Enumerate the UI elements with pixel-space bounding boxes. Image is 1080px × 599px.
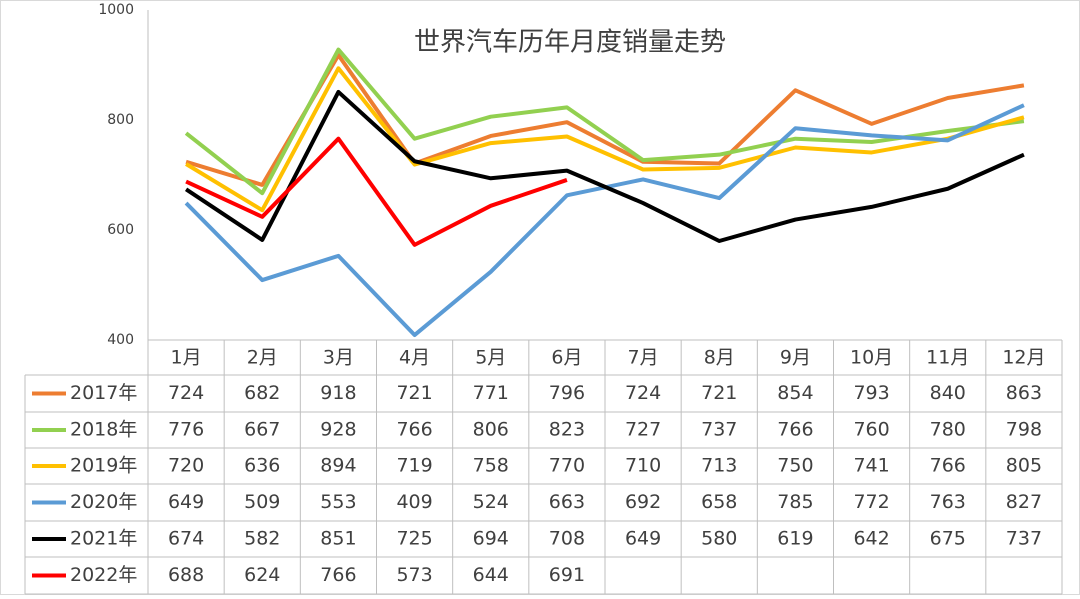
x-tick-label: 1月 xyxy=(171,347,202,369)
table-value: 694 xyxy=(473,528,509,550)
table-value: 692 xyxy=(625,491,661,513)
table-value: 737 xyxy=(701,419,737,441)
table-value: 675 xyxy=(930,528,966,550)
x-tick-label: 5月 xyxy=(475,347,506,369)
table-value: 796 xyxy=(549,382,585,404)
table-value: 851 xyxy=(320,528,356,550)
series-line xyxy=(185,136,568,247)
table-value: 720 xyxy=(168,455,204,477)
x-tick-label: 4月 xyxy=(399,347,430,369)
legend-label: 2021年 xyxy=(70,528,137,550)
table-value: 806 xyxy=(473,419,509,441)
y-tick-label: 800 xyxy=(107,112,134,128)
series-line xyxy=(185,66,1025,213)
table-value: 409 xyxy=(396,491,432,513)
x-tick-label: 11月 xyxy=(926,347,969,369)
table-value: 708 xyxy=(549,528,585,550)
table-value: 771 xyxy=(473,382,509,404)
table-value: 798 xyxy=(1006,419,1042,441)
table-value: 928 xyxy=(320,419,356,441)
table-value: 663 xyxy=(549,491,585,513)
legend-label: 2019年 xyxy=(70,455,137,477)
table-value: 827 xyxy=(1006,491,1042,513)
table-value: 649 xyxy=(625,528,661,550)
table-value: 785 xyxy=(777,491,813,513)
table-value: 710 xyxy=(625,455,661,477)
table-value: 573 xyxy=(396,564,432,586)
table-value: 674 xyxy=(168,528,204,550)
table-value: 658 xyxy=(701,491,737,513)
table-value: 741 xyxy=(853,455,889,477)
table-value: 691 xyxy=(549,564,585,586)
table-value: 863 xyxy=(1006,382,1042,404)
table-value: 894 xyxy=(320,455,356,477)
table-value: 619 xyxy=(777,528,813,550)
table-value: 721 xyxy=(396,382,432,404)
table-value: 688 xyxy=(168,564,204,586)
table-value: 772 xyxy=(853,491,889,513)
x-tick-label: 8月 xyxy=(704,347,735,369)
table-value: 725 xyxy=(396,528,432,550)
table-value: 793 xyxy=(853,382,889,404)
x-tick-label: 3月 xyxy=(323,347,354,369)
table-value: 719 xyxy=(396,455,432,477)
y-tick-label: 600 xyxy=(107,222,134,238)
table-value: 918 xyxy=(320,382,356,404)
legend-label: 2020年 xyxy=(70,491,137,513)
legend-label: 2017年 xyxy=(70,382,137,404)
table-value: 642 xyxy=(853,528,889,550)
table-value: 766 xyxy=(777,419,813,441)
table-value: 721 xyxy=(701,382,737,404)
x-tick-label: 10月 xyxy=(850,347,893,369)
table-value: 766 xyxy=(320,564,356,586)
table-value: 667 xyxy=(244,419,280,441)
table-value: 766 xyxy=(930,455,966,477)
table-value: 780 xyxy=(930,419,966,441)
series-line xyxy=(184,47,1025,196)
table-value: 763 xyxy=(930,491,966,513)
table-value: 724 xyxy=(168,382,204,404)
y-tick-label: 1000 xyxy=(98,2,134,18)
table-value: 682 xyxy=(244,382,280,404)
table-value: 766 xyxy=(396,419,432,441)
chart-title: 世界汽车历年月度销量走势 xyxy=(414,28,726,58)
table-value: 553 xyxy=(320,491,356,513)
table-value: 776 xyxy=(168,419,204,441)
table-value: 854 xyxy=(777,382,813,404)
x-tick-label: 7月 xyxy=(628,347,659,369)
table-value: 636 xyxy=(244,455,280,477)
table-value: 758 xyxy=(473,455,509,477)
table-value: 750 xyxy=(777,455,813,477)
table-value: 805 xyxy=(1006,455,1042,477)
legend-label: 2018年 xyxy=(70,419,137,441)
table-value: 770 xyxy=(549,455,585,477)
table-value: 509 xyxy=(244,491,280,513)
x-tick-label: 9月 xyxy=(780,347,811,369)
table-value: 724 xyxy=(625,382,661,404)
table-value: 760 xyxy=(853,419,889,441)
table-value: 624 xyxy=(244,564,280,586)
table-value: 580 xyxy=(701,528,737,550)
y-tick-label: 400 xyxy=(107,332,134,348)
table-value: 644 xyxy=(473,564,509,586)
table-value: 713 xyxy=(701,455,737,477)
x-tick-label: 12月 xyxy=(1002,347,1045,369)
table-value: 823 xyxy=(549,419,585,441)
x-tick-label: 6月 xyxy=(551,347,582,369)
table-value: 524 xyxy=(473,491,509,513)
series-line xyxy=(184,89,1025,243)
table-value: 582 xyxy=(244,528,280,550)
table-value: 737 xyxy=(1006,528,1042,550)
legend-label: 2022年 xyxy=(70,564,137,586)
table-value: 840 xyxy=(930,382,966,404)
x-tick-label: 2月 xyxy=(247,347,278,369)
table-value: 649 xyxy=(168,491,204,513)
table-value: 727 xyxy=(625,419,661,441)
